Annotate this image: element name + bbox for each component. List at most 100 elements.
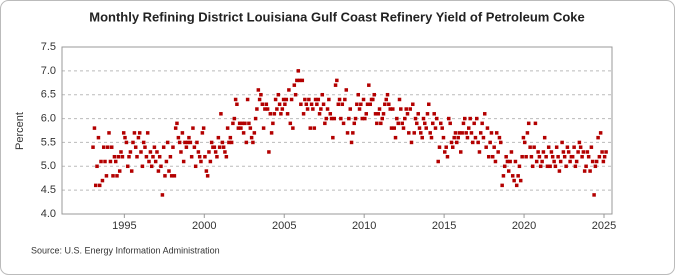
point — [331, 135, 335, 140]
point — [528, 145, 532, 149]
point — [141, 140, 146, 145]
point — [399, 107, 403, 111]
point — [349, 140, 354, 145]
point — [196, 150, 201, 154]
point — [435, 116, 439, 121]
point — [281, 97, 286, 102]
point — [155, 150, 159, 154]
point — [203, 154, 207, 159]
point — [320, 92, 325, 97]
point — [228, 135, 233, 140]
x-tick-label: 2000 — [192, 220, 216, 232]
point — [293, 92, 298, 97]
point — [389, 126, 394, 130]
point — [565, 145, 570, 149]
point — [532, 145, 536, 149]
point — [176, 135, 181, 140]
point — [549, 150, 554, 154]
point — [500, 183, 504, 188]
point — [275, 107, 279, 111]
point — [131, 140, 135, 145]
point — [388, 107, 392, 111]
point — [538, 164, 543, 169]
point — [116, 154, 121, 159]
y-tick-label: 6.0 — [41, 112, 56, 124]
point — [237, 121, 242, 126]
point — [582, 169, 587, 173]
point — [244, 140, 249, 145]
point — [509, 150, 514, 154]
point — [413, 116, 418, 121]
point — [529, 154, 534, 159]
point — [145, 131, 150, 135]
x-tick-label: 2010 — [352, 220, 376, 232]
point — [536, 150, 540, 154]
point — [510, 174, 515, 178]
point — [478, 131, 483, 135]
point — [120, 154, 125, 159]
point — [323, 121, 327, 126]
point — [309, 102, 314, 107]
point — [379, 121, 383, 126]
point — [401, 126, 406, 130]
point — [227, 140, 231, 145]
point — [597, 154, 602, 159]
point — [564, 164, 568, 169]
point — [127, 154, 131, 159]
point — [432, 112, 436, 116]
point — [344, 88, 349, 92]
point — [488, 140, 492, 145]
point — [449, 140, 454, 145]
point — [501, 174, 506, 178]
point — [462, 116, 467, 121]
point — [191, 126, 195, 130]
point — [348, 107, 353, 111]
point — [135, 154, 139, 159]
point — [200, 131, 205, 135]
point — [472, 121, 476, 126]
point — [550, 154, 555, 159]
point — [197, 154, 202, 159]
point — [253, 116, 258, 121]
point — [556, 154, 560, 159]
point — [456, 135, 460, 140]
point — [105, 145, 110, 149]
point — [545, 164, 550, 169]
point — [171, 145, 175, 149]
point — [313, 97, 318, 102]
point — [251, 140, 255, 145]
point — [604, 150, 608, 154]
y-axis-label: Percent — [14, 112, 26, 150]
point — [596, 135, 600, 140]
point — [407, 131, 411, 135]
point — [267, 150, 271, 154]
point — [332, 116, 337, 121]
point — [180, 131, 185, 135]
point — [468, 116, 472, 121]
point — [560, 140, 564, 145]
point — [514, 183, 519, 188]
point — [572, 145, 576, 149]
point — [592, 193, 596, 197]
point — [231, 121, 235, 126]
point — [288, 121, 293, 126]
point — [208, 159, 213, 164]
point — [513, 159, 518, 164]
y-tick-label: 7.5 — [41, 41, 56, 53]
points — [91, 69, 608, 197]
y-tick-label: 5.0 — [41, 160, 56, 172]
point — [165, 140, 170, 145]
point — [245, 97, 250, 102]
point — [573, 164, 578, 169]
point — [451, 145, 455, 149]
point — [233, 97, 238, 102]
point — [284, 97, 289, 102]
point — [335, 78, 339, 83]
point — [485, 126, 490, 130]
point — [119, 150, 123, 154]
point — [380, 116, 384, 121]
point — [415, 121, 419, 126]
point — [343, 97, 347, 102]
point — [324, 116, 329, 121]
